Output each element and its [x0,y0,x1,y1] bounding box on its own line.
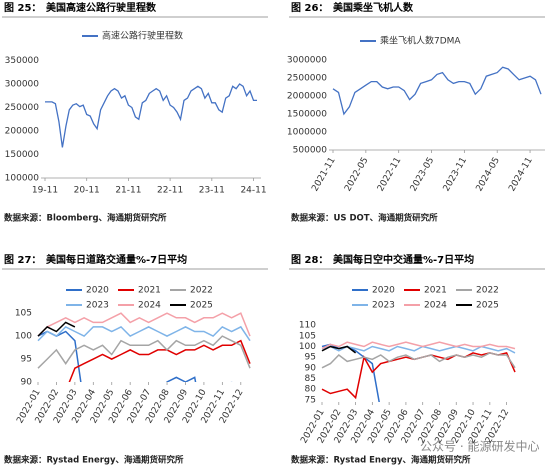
series-line [332,66,542,116]
figure-label: 图 28： [291,254,328,266]
legend-label: 高速公路行驶里程数 [102,30,183,42]
figure-title: 美国每日空中交通量%-7日平均 [333,253,474,266]
legend-label: 2025 [190,301,213,311]
y-tick-label: 85 [305,374,316,384]
y-tick-label: 350000 [5,56,40,66]
y-tick-label: 150000 [5,150,40,160]
legend-label: 2024 [424,301,447,311]
x-tick-label: 23-11 [199,186,225,196]
source-note: 数据来源：US DOT、海通期货研究所 [291,213,438,224]
figure-label: 图 26： [291,2,328,14]
source-note: 数据来源：Bloomberg、海通期货研究所 [4,213,167,224]
series-line [37,321,76,337]
y-tick-label: 300000 [5,80,40,90]
source-note: 数据来源：Rystad Energy、海通期货研究所 [4,455,184,466]
series-line [45,83,257,148]
y-tick-label: 90 [21,378,33,388]
y-tick-label: 95 [305,353,316,363]
y-tick-label: 75 [305,395,316,405]
y-tick-label: 100 [15,332,32,342]
x-tick-label: 2024-05 [475,156,502,194]
legend-label: 2021 [424,286,447,296]
x-tick-label: 2023-05 [409,156,436,194]
y-tick-label: 1000000 [287,128,327,138]
legend-label: 2020 [372,286,395,296]
figure-title: 美国高速公路行驶里程数 [46,1,157,14]
y-tick-label: 100000 [5,174,40,184]
figure-title: 美国每日道路交通量%-7日平均 [46,253,187,266]
figure-label: 图 25： [4,2,41,14]
series-line [37,312,251,337]
legend-label: 2025 [476,301,499,311]
x-tick-label: 2023-11 [442,156,469,194]
watermark: 公众号 · 能源研发中心 [420,439,539,454]
y-tick-label: 3000000 [287,56,327,66]
y-tick-label: 2500000 [287,74,327,84]
figure-title: 美国乘坐飞机人数 [333,1,414,14]
y-tick-label: 250000 [5,103,40,113]
series-line [37,330,233,382]
series-line [321,352,516,369]
x-tick-label: 2022-11 [376,156,403,194]
x-tick-label: 22-11 [157,186,183,196]
y-tick-label: 90 [305,363,317,373]
y-tick-label: 1500000 [287,110,327,120]
y-tick-label: 110 [299,321,316,331]
legend-label: 2022 [476,286,499,296]
series-line [321,341,516,350]
legend-label: 2022 [190,286,213,296]
legend-label: 2023 [372,301,395,311]
y-tick-label: 100 [299,342,316,352]
legend-label: 2020 [86,286,109,296]
y-tick-label: 105 [299,331,316,341]
series-line [321,345,357,354]
x-tick-label: 2021-11 [310,156,337,194]
y-tick-label: 500000 [293,146,328,156]
legend-label: 2024 [138,301,161,311]
series-line [68,339,251,382]
x-tick-label: 2022-05 [343,156,370,194]
x-tick-label: 2024-11 [507,156,534,194]
y-tick-label: 200000 [5,127,40,137]
series-line [37,335,251,369]
series-line [321,352,516,400]
x-tick-label: 21-11 [115,186,141,196]
legend-label: 2021 [138,286,161,296]
x-tick-label: 19-11 [32,186,58,196]
source-note: 数据来源：Rystad Energy、海通期货研究所 [291,455,471,466]
series-line [37,325,251,342]
y-tick-label: 105 [15,309,32,319]
y-tick-label: 2000000 [287,92,327,102]
series-line [321,343,380,402]
legend-label: 乘坐飞机人数7DMA [380,35,461,47]
y-tick-label: 95 [21,355,32,365]
y-tick-label: 80 [305,385,317,395]
legend-label: 2023 [86,301,109,311]
x-tick-label: 20-11 [74,186,100,196]
x-tick-label: 24-11 [240,186,266,196]
figure-label: 图 27： [4,254,41,266]
